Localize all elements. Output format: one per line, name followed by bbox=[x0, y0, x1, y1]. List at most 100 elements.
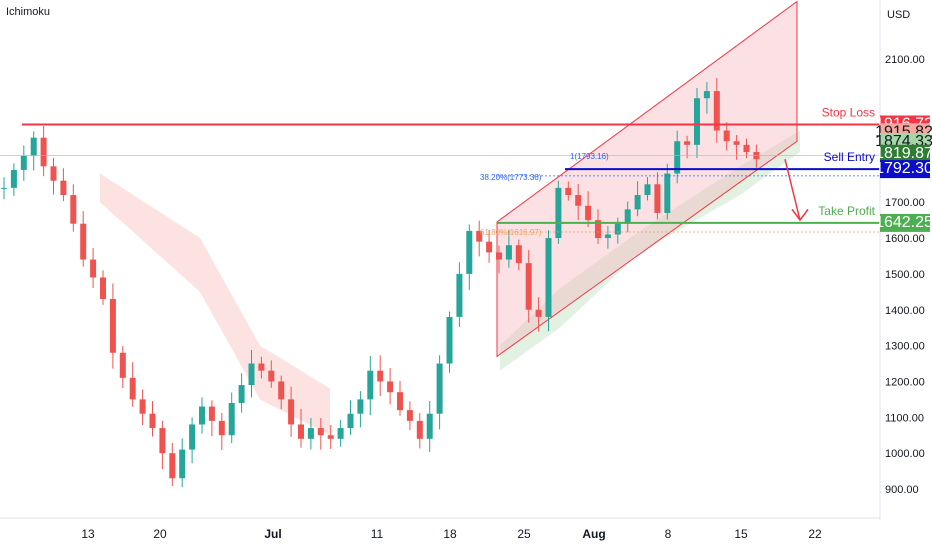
candle-body bbox=[743, 144, 750, 153]
candle-body bbox=[694, 98, 700, 145]
candle-body bbox=[60, 180, 67, 196]
candle-body bbox=[347, 413, 354, 429]
candle-body bbox=[149, 413, 156, 429]
fib-618-label: 61.80%(1616.97) bbox=[480, 228, 542, 237]
candle-body bbox=[367, 370, 374, 400]
candle-body bbox=[20, 155, 27, 170]
candle-body bbox=[169, 453, 176, 479]
candle-body bbox=[337, 428, 344, 439]
candle-body bbox=[466, 230, 473, 274]
y-tick-label: 1000.00 bbox=[885, 448, 925, 460]
candle-body bbox=[555, 187, 562, 239]
price-tag bbox=[880, 160, 930, 179]
projection-arrow bbox=[784, 159, 801, 221]
candle-body bbox=[139, 399, 146, 414]
candle-body bbox=[446, 316, 453, 364]
candle-body bbox=[614, 223, 621, 235]
candle-body bbox=[604, 234, 611, 239]
candle-body bbox=[30, 137, 37, 156]
candle-body bbox=[723, 130, 730, 142]
candle-body bbox=[70, 195, 77, 224]
candle-body bbox=[426, 413, 433, 439]
candle-body bbox=[535, 309, 542, 317]
price-tag bbox=[880, 213, 930, 232]
candle-body bbox=[565, 187, 572, 196]
candle-body bbox=[387, 381, 394, 393]
candle-body bbox=[228, 402, 235, 436]
candle-body bbox=[525, 263, 532, 310]
price-tag-label: 1642.25 bbox=[875, 214, 932, 231]
x-tick-label: 25 bbox=[517, 527, 531, 541]
candle-body bbox=[317, 428, 324, 436]
price-tag-label: 1819.87 bbox=[875, 145, 932, 162]
candle-body bbox=[50, 166, 57, 181]
candle-body bbox=[90, 259, 97, 278]
candle-body bbox=[199, 406, 205, 425]
candle-body bbox=[218, 420, 225, 436]
ichimoku-cloud bbox=[100, 130, 800, 436]
x-tick-label: 18 bbox=[443, 527, 457, 541]
candle-body bbox=[397, 392, 403, 411]
candle-body bbox=[278, 381, 285, 400]
candle-body bbox=[684, 141, 691, 145]
candle-body bbox=[733, 141, 740, 145]
candles bbox=[1, 77, 760, 488]
x-tick-label: 15 bbox=[734, 527, 748, 541]
candle-body bbox=[109, 298, 116, 353]
candle-body bbox=[486, 241, 493, 253]
y-tick-label: 1400.00 bbox=[885, 305, 925, 317]
x-tick-label: 11 bbox=[371, 527, 384, 541]
candle-body bbox=[575, 195, 582, 206]
candle-body bbox=[703, 91, 710, 99]
y-axis-ticks: 900.00 1000.00 1100.00 1200.00 1300.00 1400.0… bbox=[885, 54, 925, 496]
candle-body bbox=[654, 184, 661, 213]
candle-body bbox=[436, 363, 443, 414]
sell-entry-label: Sell Entry bbox=[824, 150, 875, 164]
candle-body bbox=[545, 238, 552, 317]
candle-body bbox=[377, 370, 384, 382]
candle-body bbox=[40, 137, 47, 167]
candle-body bbox=[327, 435, 334, 439]
candle-body bbox=[674, 141, 681, 174]
cloud-bearish bbox=[100, 173, 330, 436]
x-tick-label: 8 bbox=[665, 527, 672, 541]
candle-body bbox=[595, 220, 601, 239]
candle-body bbox=[189, 424, 196, 450]
x-tick-label: Aug bbox=[582, 527, 605, 541]
candle-body bbox=[298, 424, 304, 439]
candle-body bbox=[238, 385, 245, 403]
price-tags: 1916.721915.821874.331819.871792.301642.… bbox=[875, 116, 932, 232]
take-profit-label: Take Profit bbox=[818, 204, 875, 218]
candle-body bbox=[634, 195, 641, 210]
candle-body bbox=[476, 230, 483, 242]
candle-body bbox=[80, 223, 87, 260]
candle-body bbox=[505, 245, 512, 260]
candle-body bbox=[248, 363, 255, 386]
cloud-bullish bbox=[500, 130, 800, 371]
candle-body bbox=[644, 184, 651, 196]
currency-label: USD bbox=[887, 9, 910, 21]
fib-382-label: 38.20%(1773.36) bbox=[480, 173, 542, 182]
x-tick-label: Jul bbox=[264, 527, 281, 541]
price-tag bbox=[880, 144, 930, 163]
candle-body bbox=[288, 399, 295, 425]
candle-body bbox=[10, 169, 17, 188]
y-tick-label: 1100.00 bbox=[885, 412, 924, 424]
y-tick-label: 1700.00 bbox=[885, 197, 925, 209]
candle-body bbox=[268, 370, 275, 382]
candle-body bbox=[258, 363, 265, 371]
x-tick-label: 13 bbox=[81, 527, 95, 541]
annotations: Stop Loss Sell Entry Take Profit 1(1793.16)… bbox=[480, 106, 876, 237]
candle-body bbox=[179, 449, 186, 479]
candle-body bbox=[496, 252, 502, 260]
y-tick-label: 1600.00 bbox=[885, 233, 925, 245]
candle-body bbox=[159, 428, 166, 454]
stop-loss-label: Stop Loss bbox=[822, 106, 875, 120]
candle-body bbox=[307, 428, 314, 439]
y-tick-label: 1500.00 bbox=[885, 269, 925, 281]
indicator-label: Ichimoku bbox=[6, 6, 51, 18]
candle-body bbox=[1, 187, 7, 189]
x-tick-label: 20 bbox=[153, 527, 167, 541]
candle-body bbox=[416, 420, 423, 439]
